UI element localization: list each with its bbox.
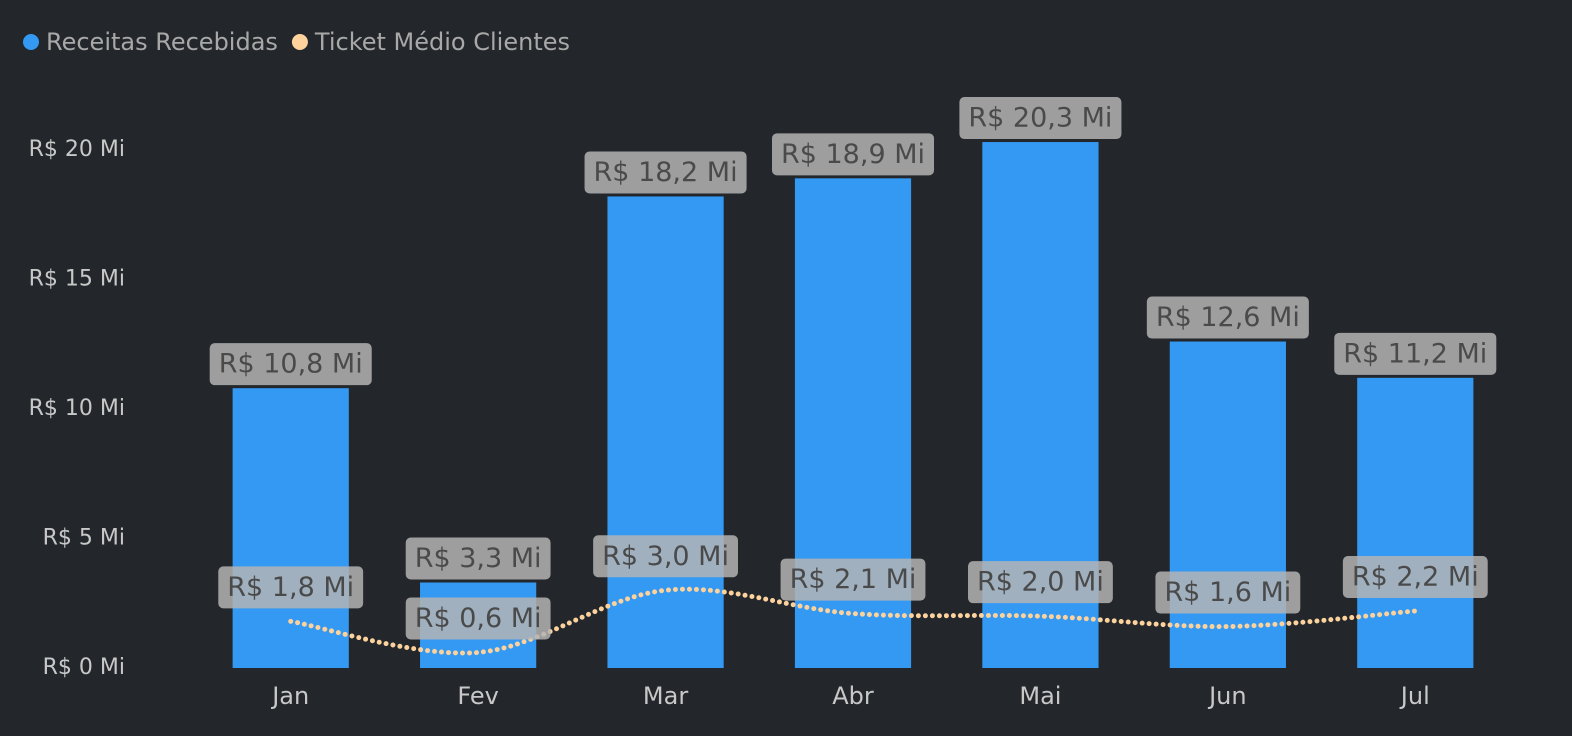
bar — [1357, 377, 1474, 668]
data-label: R$ 20,3 Mi — [959, 97, 1122, 140]
data-label-text: R$ 10,8 Mi — [219, 349, 363, 380]
data-label: R$ 2,2 Mi — [1342, 556, 1488, 598]
y-tick-label: R$ 0 Mi — [43, 655, 125, 680]
data-label-box — [209, 343, 372, 386]
legend-label: Ticket Médio Clientes — [314, 28, 570, 56]
line — [288, 586, 1418, 656]
data-label-text: R$ 12,6 Mi — [1156, 302, 1300, 333]
data-label-box — [968, 561, 1113, 604]
data-label: R$ 1,8 Mi — [218, 566, 364, 609]
legend-marker — [291, 34, 308, 50]
data-label: R$ 10,8 Mi — [209, 343, 372, 386]
data-label-box — [771, 133, 935, 176]
x-tick-label: Mar — [643, 682, 688, 710]
data-label-box — [405, 537, 551, 580]
data-label-box — [1342, 556, 1488, 598]
data-label: R$ 11,2 Mi — [1334, 332, 1497, 375]
data-label-box — [584, 151, 747, 194]
bar — [607, 196, 724, 669]
data-label-text: R$ 3,0 Mi — [602, 541, 729, 572]
data-label-box — [1155, 571, 1301, 614]
legend-marker — [23, 34, 39, 50]
data-label: R$ 18,2 Mi — [584, 151, 747, 194]
data-label-text: R$ 18,9 Mi — [781, 139, 925, 170]
data-label-text: R$ 11,2 Mi — [1343, 338, 1487, 369]
bar — [232, 388, 349, 668]
x-tick-label: Jul — [1399, 682, 1430, 710]
data-label-box — [780, 558, 926, 601]
data-label-text: R$ 2,1 Mi — [790, 564, 917, 595]
x-tick-label: Jan — [270, 682, 309, 710]
data-label: R$ 2,1 Mi — [780, 558, 926, 601]
x-tick-label: Fev — [457, 682, 498, 710]
x-tick-label: Mai — [1019, 682, 1061, 710]
data-label-text: R$ 2,0 Mi — [977, 567, 1104, 598]
data-label: R$ 3,3 Mi — [405, 537, 551, 580]
data-label-box — [959, 97, 1122, 140]
y-tick-label: R$ 10 Mi — [29, 396, 125, 421]
y-tick-label: R$ 20 Mi — [29, 137, 125, 162]
data-label-text: R$ 1,6 Mi — [1164, 577, 1291, 608]
y-tick-label: R$ 5 Mi — [43, 525, 125, 550]
data-label-text: R$ 18,2 Mi — [594, 157, 738, 188]
data-label: R$ 12,6 Mi — [1146, 296, 1309, 339]
data-label-box — [593, 535, 738, 578]
data-label: R$ 1,6 Mi — [1155, 571, 1301, 614]
bar — [1169, 341, 1286, 668]
data-label-text: R$ 0,6 Mi — [415, 603, 542, 634]
y-tick-label: R$ 15 Mi — [29, 266, 125, 291]
data-label-box — [1146, 296, 1309, 339]
data-label-text: R$ 3,3 Mi — [415, 543, 542, 574]
x-tick-label: Jun — [1207, 682, 1247, 710]
data-label: R$ 0,6 Mi — [405, 597, 551, 640]
data-label-text: R$ 20,3 Mi — [968, 103, 1112, 134]
data-label-box — [218, 566, 364, 609]
data-label: R$ 2,0 Mi — [968, 561, 1113, 604]
data-label: R$ 18,9 Mi — [771, 133, 935, 176]
x-tick-label: Abr — [832, 682, 874, 710]
data-label-box — [1334, 332, 1497, 375]
data-label-box — [405, 597, 551, 640]
data-label-text: R$ 1,8 Mi — [227, 572, 354, 603]
legend-label: Receitas Recebidas — [46, 28, 278, 56]
data-label-text: R$ 2,2 Mi — [1352, 562, 1479, 593]
data-label: R$ 3,0 Mi — [593, 535, 738, 578]
